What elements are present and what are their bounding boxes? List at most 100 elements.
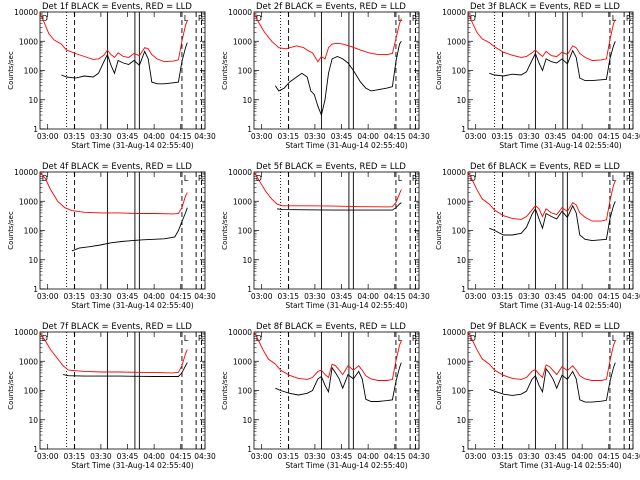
y-axis-label: Counts/sec [7, 371, 15, 410]
y-tick-label: 10 [28, 96, 38, 105]
panel-det-6: Det 6f BLACK = Events, RED = LLD 1 10 100 10… [435, 162, 640, 310]
y-tick-label: 1000 [447, 37, 466, 46]
y-tick-label: 1 [461, 285, 466, 294]
series-line-lld [467, 331, 616, 381]
x-tick-label: 03:45 [117, 452, 139, 461]
x-tick-label: 04:30 [408, 132, 430, 141]
y-tick-label: 100 [238, 387, 253, 396]
x-axis-label: Start Time (31-Aug-14 02:55:40) [285, 461, 407, 470]
series-line-events [277, 202, 402, 211]
corner-label: R [412, 334, 418, 343]
x-tick-label: 03:30 [90, 452, 112, 461]
x-axis-label: Start Time (31-Aug-14 02:55:40) [499, 141, 621, 150]
y-tick-label: 1 [247, 445, 252, 454]
y-tick-label: 10 [456, 256, 466, 265]
y-axis-label: Counts/sec [7, 51, 15, 90]
series-line-lld [467, 13, 616, 61]
series-line-events [489, 201, 616, 242]
x-axis-label: Start Time (31-Aug-14 02:55:40) [499, 301, 621, 310]
y-tick-label: 10 [456, 96, 466, 105]
y-tick-label: 10000 [442, 168, 466, 177]
x-axis-label: Start Time (31-Aug-14 02:55:40) [285, 141, 407, 150]
x-tick-label: 03:00 [251, 132, 273, 141]
panel-title: Det 4f BLACK = Events, RED = LLD [42, 162, 192, 172]
x-tick-label: 03:00 [37, 132, 59, 141]
x-tick-label: 03:30 [518, 452, 540, 461]
y-tick-label: 1000 [447, 357, 466, 366]
plot-frame [253, 171, 420, 290]
y-tick-label: 1 [461, 125, 466, 134]
panel-det-1: Det 1f BLACK = Events, RED = LLD 1 10 100 10… [7, 2, 216, 150]
series-line-events [63, 362, 188, 377]
x-tick-label: 04:30 [622, 132, 640, 141]
x-tick-label: 03:45 [117, 292, 139, 301]
y-tick-label: 10 [28, 256, 38, 265]
y-tick-label: 10 [242, 256, 252, 265]
plot-frame [39, 331, 206, 450]
series-line-events [489, 362, 616, 403]
plot-frame [39, 171, 206, 290]
series-line-lld [39, 13, 188, 63]
corner-label: L [184, 334, 189, 343]
corner-label: D [256, 174, 262, 183]
y-tick-label: 1000 [233, 37, 252, 46]
y-tick-label: 10 [456, 416, 466, 425]
panel-det-5: Det 5f BLACK = Events, RED = LLD 1 10 100 10… [221, 162, 430, 310]
x-axis-label: Start Time (31-Aug-14 02:55:40) [499, 461, 621, 470]
y-tick-label: 100 [24, 227, 39, 236]
x-tick-label: 04:30 [622, 452, 640, 461]
panel-det-9: Det 9f BLACK = Events, RED = LLD 1 10 100 10… [435, 322, 640, 470]
series-line-events [274, 41, 402, 117]
panel-title: Det 2f BLACK = Events, RED = LLD [256, 2, 406, 12]
x-tick-label: 04:00 [143, 132, 165, 141]
y-tick-label: 10000 [228, 168, 252, 177]
x-tick-label: 03:15 [491, 292, 513, 301]
x-tick-label: 03:00 [251, 452, 273, 461]
x-axis-label: Start Time (31-Aug-14 02:55:40) [71, 301, 193, 310]
series-line-events [61, 42, 188, 85]
x-tick-label: 03:00 [465, 132, 487, 141]
panel-title: Det 6f BLACK = Events, RED = LLD [470, 162, 620, 172]
y-axis-label: Counts/sec [435, 51, 443, 90]
x-tick-label: 04:15 [384, 132, 406, 141]
series-line-lld [253, 171, 402, 208]
corner-label: L [184, 14, 189, 23]
corner-label: L [398, 14, 403, 23]
y-tick-label: 100 [238, 227, 253, 236]
x-tick-label: 04:00 [357, 292, 379, 301]
corner-label: L [398, 174, 403, 183]
y-axis-label: Counts/sec [435, 211, 443, 250]
panel-det-4: Det 4f BLACK = Events, RED = LLD 1 10 100 10… [7, 162, 216, 310]
y-tick-label: 100 [452, 387, 467, 396]
x-tick-label: 03:15 [277, 452, 299, 461]
x-tick-label: 03:30 [304, 452, 326, 461]
y-axis-label: Counts/sec [221, 51, 229, 90]
panel-title: Det 5f BLACK = Events, RED = LLD [256, 162, 406, 172]
x-axis-label: Start Time (31-Aug-14 02:55:40) [285, 301, 407, 310]
series-line-lld [253, 13, 402, 63]
x-tick-label: 04:00 [143, 292, 165, 301]
x-tick-label: 03:30 [304, 292, 326, 301]
y-tick-label: 100 [24, 387, 39, 396]
y-axis-label: Counts/sec [221, 371, 229, 410]
x-tick-label: 03:30 [518, 292, 540, 301]
x-tick-label: 04:15 [384, 452, 406, 461]
panel-title: Det 9f BLACK = Events, RED = LLD [470, 322, 620, 332]
y-tick-label: 1000 [19, 37, 38, 46]
y-axis-label: Counts/sec [435, 371, 443, 410]
corner-label: D [470, 14, 476, 23]
y-tick-label: 1000 [233, 197, 252, 206]
x-tick-label: 04:30 [194, 452, 216, 461]
y-tick-label: 10000 [14, 168, 38, 177]
x-tick-label: 04:15 [170, 132, 192, 141]
corner-label: R [626, 334, 632, 343]
panel-title: Det 8f BLACK = Events, RED = LLD [256, 322, 406, 332]
corner-label: R [198, 14, 204, 23]
x-tick-label: 03:30 [90, 132, 112, 141]
corner-label: D [470, 174, 476, 183]
y-tick-label: 100 [238, 67, 253, 76]
x-tick-label: 03:15 [63, 452, 85, 461]
x-tick-label: 04:15 [598, 452, 620, 461]
y-tick-label: 1 [33, 285, 38, 294]
y-tick-label: 1 [461, 445, 466, 454]
